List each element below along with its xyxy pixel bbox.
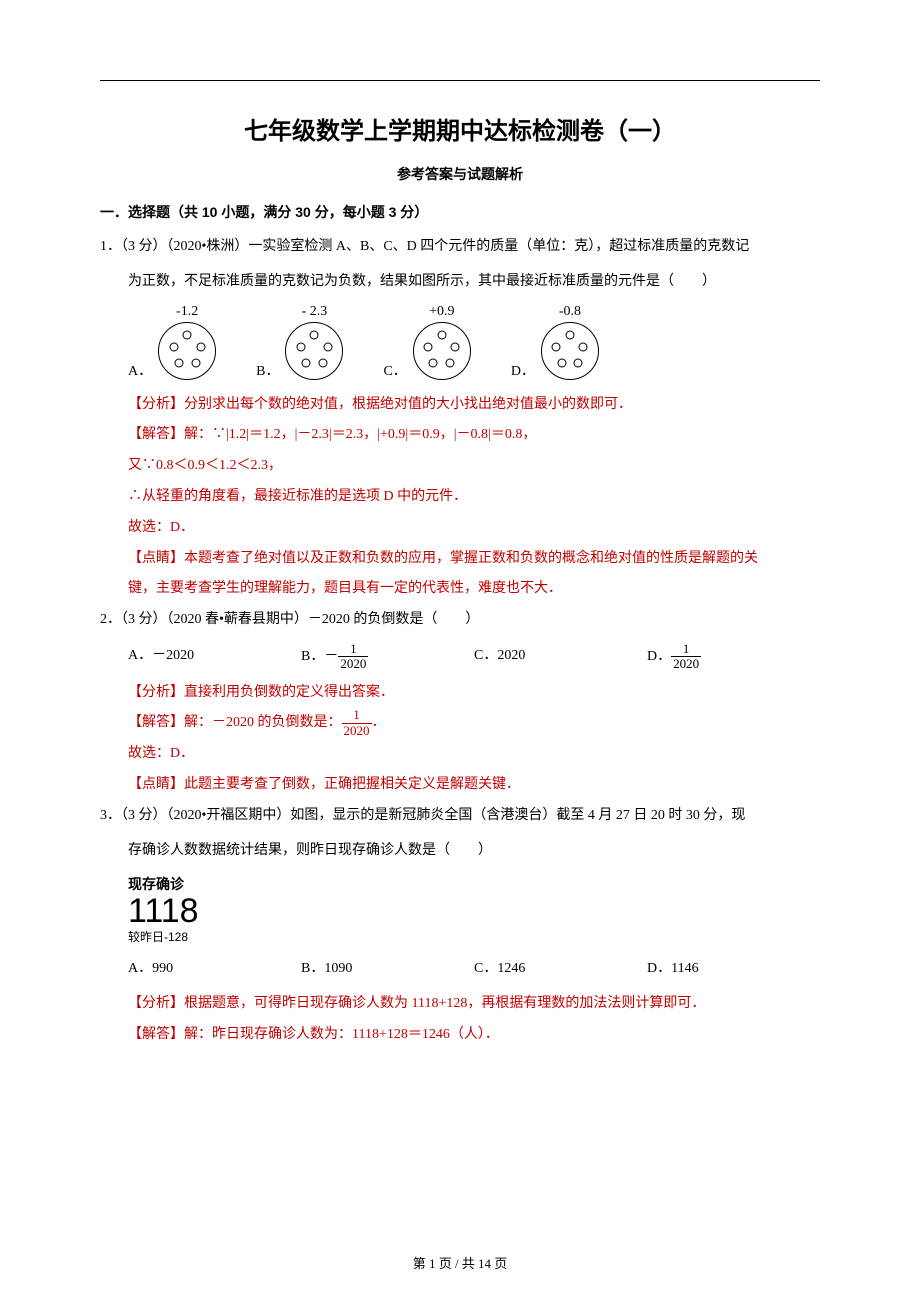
q1-answer: 故选：D． (100, 513, 820, 544)
page-footer: 第 1 页 / 共 14 页 (0, 1253, 920, 1272)
q3-stem-2: 存确诊人数数据统计结果，则昨日现存确诊人数是（ ） (100, 836, 820, 867)
q1-sol-2: 又∵0.8＜0.9＜1.2＜2.3， (100, 451, 820, 482)
q1-option-c: C． +0.9 (383, 304, 470, 380)
q3-option-c: C．1246 (474, 955, 647, 983)
doc-title: 七年级数学上学期期中达标检测卷（一） (100, 111, 820, 146)
q3-option-d: D．1146 (647, 955, 820, 983)
option-letter: D． (511, 360, 535, 380)
sol-prefix: 【解答】解：－2020 的负倒数是： (128, 715, 342, 730)
q2-stem: 2．（3 分）（2020 春•蕲春县期中）－2020 的负倒数是（ ） (100, 605, 820, 636)
q3-option-a: A．990 (128, 955, 301, 983)
page: 七年级数学上学期期中达标检测卷（一） 参考答案与试题解析 一．选择题（共 10 … (0, 0, 920, 1302)
q1-option-d: D． -0.8 (511, 304, 599, 380)
opt-prefix: D． (647, 649, 671, 664)
q2-solution: 【解答】解：－2020 的负倒数是：12020． (100, 708, 820, 739)
section-heading: 一．选择题（共 10 小题，满分 30 分，每小题 3 分） (100, 202, 820, 222)
q1-options: A． -1.2 B． - 2.3 C． +0.9 (100, 304, 820, 380)
dice-value: -0.8 (541, 304, 599, 320)
q1-stem-line1: 1．（3 分）（2020•株洲）一实验室检测 A、B、C、D 四个元件的质量（单… (100, 232, 820, 263)
q3-options: A．990 B．1090 C．1246 D．1146 (100, 955, 820, 983)
q1-sol-1: 【解答】解：∵|1.2|＝1.2，|－2.3|＝2.3，|+0.9|＝0.9，|… (100, 420, 820, 451)
q1-remark-1: 【点睛】本题考查了绝对值以及正数和负数的应用，掌握正数和负数的概念和绝对值的性质… (100, 544, 820, 575)
opt-prefix: B．－ (301, 649, 338, 664)
fraction: 12020 (671, 642, 701, 672)
dice-value: -1.2 (158, 304, 216, 320)
fraction: 12020 (342, 708, 372, 738)
top-rule (100, 80, 820, 81)
stat-number: 1118 (128, 894, 820, 928)
dice-figure: +0.9 (413, 304, 471, 380)
q2-options: A．－2020 B．－12020 C．2020 D．12020 (100, 642, 820, 672)
q1-sol-3: ∴从轻重的角度看，最接近标准的是选项 D 中的元件． (100, 482, 820, 513)
stat-sub: 较昨日-128 (128, 928, 820, 945)
q1-analysis: 【分析】分别求出每个数的绝对值，根据绝对值的大小找出绝对值最小的数即可． (100, 390, 820, 421)
q3-solution: 【解答】解：昨日现存确诊人数为：1118+128＝1246（人）． (100, 1020, 820, 1051)
q2-option-a: A．－2020 (128, 642, 301, 672)
option-letter: A． (128, 360, 152, 380)
q1-remark-2: 键，主要考查学生的理解能力，题目具有一定的代表性，难度也不大． (100, 574, 820, 605)
option-letter: B． (256, 360, 279, 380)
q3-stem-1: 3．（3 分）（2020•开福区期中）如图，显示的是新冠肺炎全国（含港澳台）截至… (100, 801, 820, 832)
q3-option-b: B．1090 (301, 955, 474, 983)
sol-suffix: ． (372, 715, 386, 730)
dice-figure: -0.8 (541, 304, 599, 380)
dice-figure: - 2.3 (285, 304, 343, 380)
dice-figure: -1.2 (158, 304, 216, 380)
dice-icon (541, 322, 599, 380)
q1-stem-line2: 为正数，不足标准质量的克数记为负数，结果如图所示，其中最接近标准质量的元件是（ … (100, 267, 820, 298)
option-letter: C． (383, 360, 406, 380)
q2-option-b: B．－12020 (301, 642, 474, 672)
dice-icon (413, 322, 471, 380)
stat-title: 现存确诊 (128, 874, 820, 894)
q2-remark: 【点睛】此题主要考查了倒数，正确把握相关定义是解题关键． (100, 770, 820, 801)
q2-answer: 故选：D． (100, 739, 820, 770)
q2-option-d: D．12020 (647, 642, 820, 672)
q3-analysis: 【分析】根据题意，可得昨日现存确诊人数为 1118+128，再根据有理数的加法法… (100, 989, 820, 1020)
dice-icon (285, 322, 343, 380)
dice-value: - 2.3 (285, 304, 343, 320)
q2-option-c: C．2020 (474, 642, 647, 672)
q1-option-b: B． - 2.3 (256, 304, 343, 380)
fraction: 12020 (338, 642, 368, 672)
doc-subtitle: 参考答案与试题解析 (100, 164, 820, 184)
dice-value: +0.9 (413, 304, 471, 320)
dice-icon (158, 322, 216, 380)
stat-figure: 现存确诊 1118 较昨日-128 (100, 874, 820, 945)
q2-analysis: 【分析】直接利用负倒数的定义得出答案． (100, 678, 820, 709)
q1-option-a: A． -1.2 (128, 304, 216, 380)
